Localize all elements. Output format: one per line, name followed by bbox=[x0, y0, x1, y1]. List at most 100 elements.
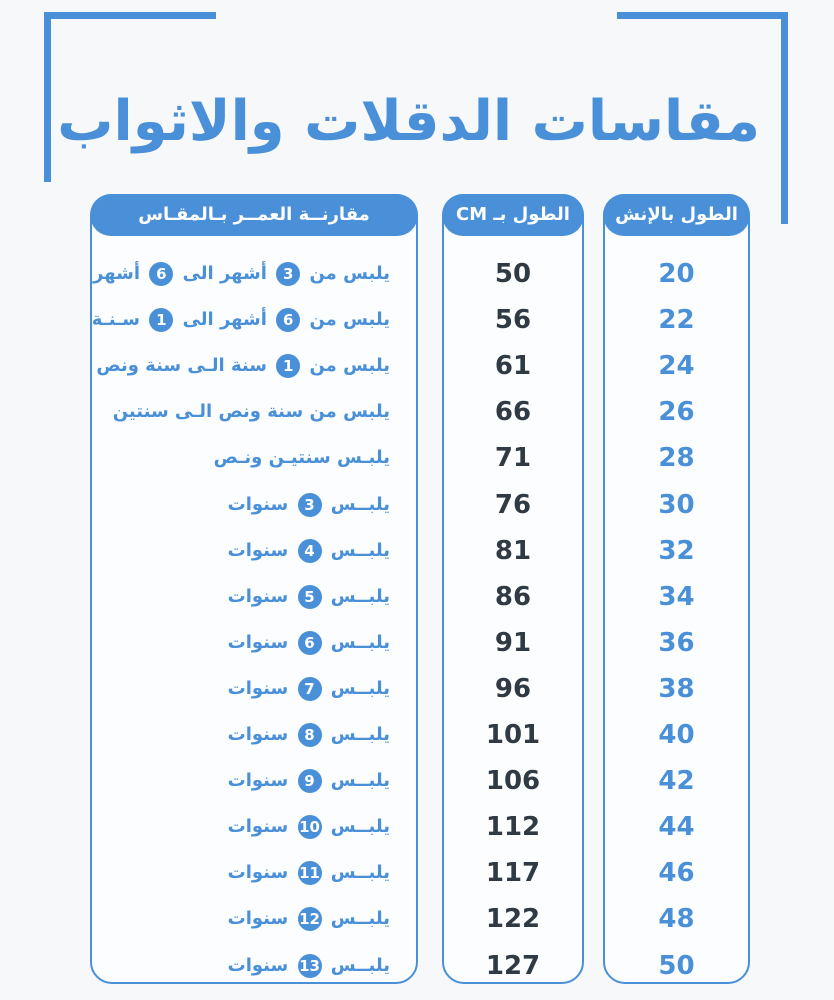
cm-value: 96 bbox=[494, 673, 532, 704]
age-row: يلبــس 12 سنوات bbox=[92, 899, 416, 939]
age-row: يلبس من سنة ونص الـى سنتين bbox=[92, 392, 416, 432]
number-badge: 9 bbox=[297, 769, 322, 794]
age-text: يلبــس bbox=[330, 770, 390, 792]
age-row: يلبس من 3 أشهر الى 6 أشهر bbox=[92, 254, 416, 294]
age-text: يلبس من bbox=[309, 355, 390, 377]
inch-value: 22 bbox=[658, 305, 695, 336]
age-row: يلبــس 10 سنوات bbox=[92, 807, 416, 847]
age-text: سنوات bbox=[227, 677, 289, 699]
inch-value: 48 bbox=[658, 904, 695, 935]
inch-value: 26 bbox=[658, 397, 695, 428]
number-badge: 1 bbox=[149, 308, 174, 333]
number-badge: 11 bbox=[297, 861, 322, 886]
inch-value: 38 bbox=[658, 673, 695, 704]
age-text: يلبــس bbox=[330, 908, 390, 930]
inch-value: 30 bbox=[658, 489, 695, 520]
inch-value: 34 bbox=[658, 581, 695, 612]
age-text: يلبس من bbox=[309, 309, 390, 331]
age-row: يلبــس 3 سنوات bbox=[92, 485, 416, 525]
number-badge: 8 bbox=[297, 723, 322, 747]
age-column: مقارنــة العمــر بـالمقـاس يلبس من 3 أشه… bbox=[90, 194, 418, 984]
cm-value: 122 bbox=[485, 904, 541, 935]
cm-value: 91 bbox=[494, 627, 532, 658]
cm-value: 50 bbox=[494, 259, 532, 289]
number-badge: 13 bbox=[297, 953, 322, 978]
age-text: يلبــس bbox=[330, 631, 390, 653]
number-badge: 7 bbox=[297, 676, 322, 701]
cm-value: 61 bbox=[494, 351, 532, 382]
age-text: سنوات bbox=[227, 816, 289, 838]
age-column-header: مقارنــة العمــر بـالمقـاس bbox=[90, 194, 418, 236]
cm-value: 71 bbox=[494, 443, 532, 474]
frame-corner-left-vertical bbox=[44, 12, 51, 182]
age-text: سنوات bbox=[227, 493, 289, 515]
cm-value: 76 bbox=[494, 489, 532, 520]
inch-column: الطول بالإنش 20 22 24 26 28 30 32 34 36 38 40 42 44 4… bbox=[603, 194, 750, 984]
age-text: سـنـة bbox=[91, 309, 140, 331]
age-text: يلبــس bbox=[330, 862, 390, 884]
age-text: يلبــس bbox=[330, 954, 390, 976]
inch-value: 50 bbox=[658, 950, 695, 981]
cm-value: 127 bbox=[485, 950, 541, 981]
age-text: سنوات bbox=[227, 585, 289, 607]
age-text: يلبس من bbox=[309, 263, 390, 284]
age-row: يلبــس 8 سنوات bbox=[92, 715, 416, 755]
number-badge: 12 bbox=[297, 907, 322, 932]
age-row: يلبــس 13 سنوات bbox=[92, 946, 416, 986]
age-text: سنوات bbox=[227, 539, 289, 561]
number-badge: 1 bbox=[276, 354, 301, 379]
number-badge: 10 bbox=[297, 815, 322, 840]
inch-column-header: الطول بالإنش bbox=[603, 194, 750, 236]
inch-value: 20 bbox=[658, 259, 695, 289]
inch-value: 44 bbox=[658, 812, 695, 843]
number-badge: 6 bbox=[297, 630, 322, 655]
age-row: يلبــس 4 سنوات bbox=[92, 531, 416, 571]
age-text: سنوات bbox=[227, 631, 289, 653]
age-text: يلبــس bbox=[330, 677, 390, 699]
frame-corner-right-vertical bbox=[781, 12, 788, 224]
cm-value: 101 bbox=[485, 720, 541, 750]
number-badge: 5 bbox=[297, 584, 322, 609]
age-text: سنة الـى سنة ونص bbox=[96, 355, 267, 377]
age-text: يلبـس سنتيـن ونـص bbox=[213, 447, 390, 469]
age-text: يلبس من سنة ونص الـى سنتين bbox=[112, 401, 390, 423]
age-text: سنوات bbox=[227, 724, 289, 745]
age-text: سنوات bbox=[227, 954, 289, 976]
number-badge: 3 bbox=[276, 262, 301, 286]
age-text: يلبــس bbox=[330, 493, 390, 515]
cm-value: 117 bbox=[485, 858, 541, 889]
age-text: سنوات bbox=[227, 908, 289, 930]
age-text: سنوات bbox=[227, 770, 289, 792]
inch-value: 36 bbox=[658, 627, 695, 658]
inch-value: 28 bbox=[658, 443, 695, 474]
cm-value: 106 bbox=[485, 766, 541, 797]
cm-column-header: الطول بـ CM bbox=[442, 194, 584, 236]
cm-value: 66 bbox=[494, 397, 532, 428]
inch-value: 24 bbox=[658, 351, 695, 382]
age-text: يلبــس bbox=[330, 585, 390, 607]
inch-value: 40 bbox=[658, 720, 695, 750]
number-badge: 4 bbox=[297, 538, 322, 563]
age-row: يلبس من 6 أشهر الى 1 سـنـة bbox=[92, 300, 416, 340]
age-text: يلبــس bbox=[330, 816, 390, 838]
frame-corner-left-horizontal bbox=[44, 12, 216, 19]
age-row: يلبــس 5 سنوات bbox=[92, 577, 416, 617]
page-title: مقاسات الدقلات والاثواب bbox=[57, 89, 760, 154]
age-row: يلبــس 6 سنوات bbox=[92, 623, 416, 663]
cm-value: 81 bbox=[494, 535, 532, 566]
age-row: يلبس من 1 سنة الـى سنة ونص bbox=[92, 346, 416, 386]
cm-column: الطول بـ CM 50 56 61 66 71 76 81 86 91 96 101 106 11… bbox=[442, 194, 584, 984]
cm-value: 86 bbox=[494, 581, 532, 612]
inch-value: 32 bbox=[658, 535, 695, 566]
cm-value: 112 bbox=[485, 812, 541, 843]
cm-value: 56 bbox=[494, 305, 532, 336]
age-text: أشهر الى bbox=[182, 263, 267, 284]
age-row: يلبــس 9 سنوات bbox=[92, 761, 416, 801]
age-text: أشهر الى bbox=[182, 309, 267, 331]
age-text: سنوات bbox=[227, 862, 289, 884]
age-text: أشهر bbox=[93, 263, 140, 284]
inch-value: 42 bbox=[658, 766, 695, 797]
frame-corner-right-horizontal bbox=[617, 12, 788, 19]
age-row: يلبــس 11 سنوات bbox=[92, 853, 416, 893]
inch-value: 46 bbox=[658, 858, 695, 889]
